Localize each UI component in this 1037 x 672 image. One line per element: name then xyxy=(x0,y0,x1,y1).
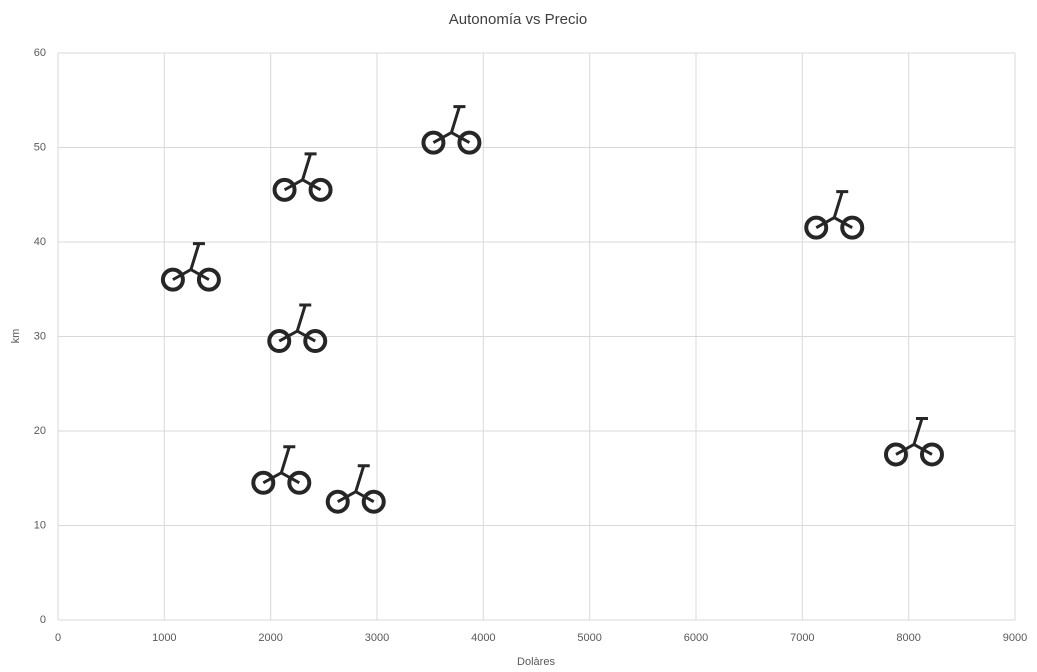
frame xyxy=(278,303,316,343)
wheel xyxy=(272,177,297,202)
y-tick-label: 10 xyxy=(34,519,46,531)
point xyxy=(251,445,312,495)
frame xyxy=(895,416,933,456)
frame xyxy=(283,152,322,192)
wheel xyxy=(303,329,328,354)
x-tick-label: 3000 xyxy=(365,632,389,644)
wheel xyxy=(160,267,185,292)
x-tick-label: 9000 xyxy=(1003,632,1027,644)
frame xyxy=(815,190,853,229)
wheel xyxy=(361,489,386,514)
wheel xyxy=(196,267,221,292)
y-tick-label: 20 xyxy=(34,425,46,437)
wheel xyxy=(883,442,908,467)
x-tick-label: 0 xyxy=(55,632,61,644)
frame xyxy=(172,242,210,281)
x-tick-label: 6000 xyxy=(684,632,708,644)
x-tick-label: 1000 xyxy=(152,632,176,644)
x-tick-label: 7000 xyxy=(790,632,814,644)
y-axis-label: km xyxy=(10,329,22,344)
wheel xyxy=(804,215,829,240)
point xyxy=(804,190,865,240)
wheel xyxy=(840,215,865,240)
y-tick-label: 40 xyxy=(34,236,46,248)
wheel xyxy=(421,130,446,155)
y-tick-label: 50 xyxy=(34,141,46,153)
wheel xyxy=(457,130,482,155)
point xyxy=(325,464,386,514)
x-tick-label: 2000 xyxy=(258,632,282,644)
point xyxy=(272,152,333,202)
point xyxy=(421,105,482,155)
frame xyxy=(432,105,471,144)
point xyxy=(160,242,221,292)
y-tick-label: 0 xyxy=(40,614,46,626)
wheel xyxy=(251,470,276,495)
x-tick-label: 8000 xyxy=(896,632,920,644)
frame xyxy=(262,445,301,485)
x-tick-label: 5000 xyxy=(577,632,601,644)
point xyxy=(883,416,944,467)
wheel xyxy=(325,489,350,514)
y-tick-label: 60 xyxy=(34,47,46,59)
wheel xyxy=(919,442,944,467)
chart-title: Autonomía vs Precio xyxy=(449,11,587,28)
x-axis-label: Dolàres xyxy=(517,656,555,668)
wheel xyxy=(267,329,292,354)
wheel xyxy=(308,177,333,202)
point xyxy=(267,303,328,354)
frame xyxy=(337,464,375,504)
x-tick-label: 4000 xyxy=(471,632,495,644)
wheel xyxy=(287,470,312,495)
y-tick-label: 30 xyxy=(34,330,46,342)
